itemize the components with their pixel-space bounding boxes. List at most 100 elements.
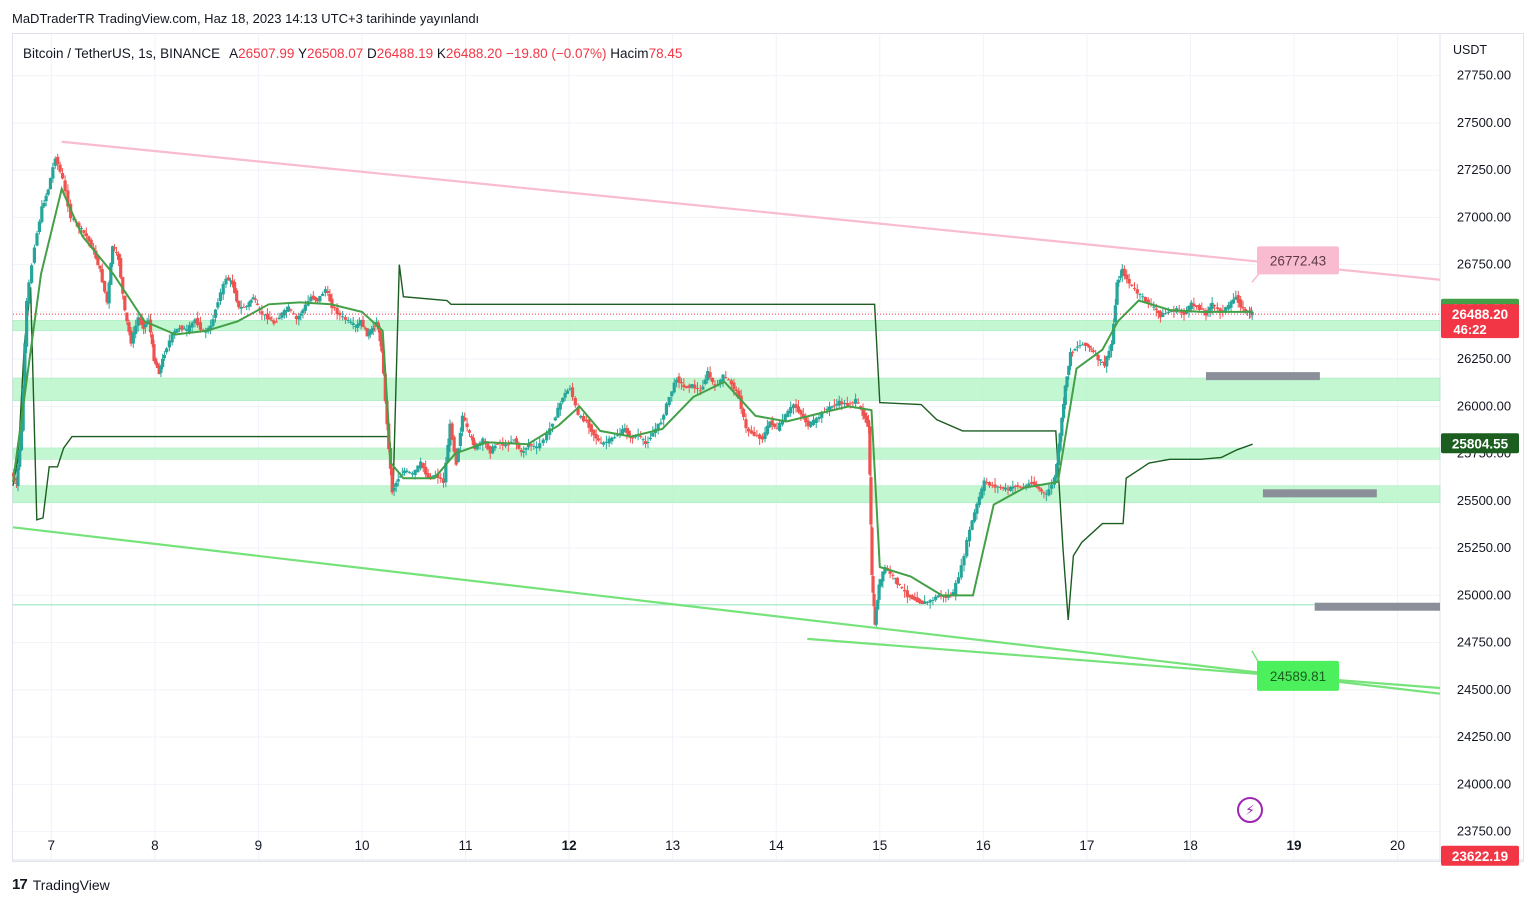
candle-body	[734, 389, 738, 392]
candle-body	[1039, 489, 1044, 492]
candle-body	[998, 487, 1003, 489]
candle-body	[1226, 304, 1231, 310]
candle-body	[514, 438, 519, 444]
y-tick-label: 27500.00	[1457, 115, 1511, 130]
candle-body	[182, 328, 186, 330]
candle-body	[965, 539, 969, 557]
candle-body	[381, 350, 386, 374]
moving-average-line	[12, 185, 1253, 597]
candle-body	[277, 317, 281, 320]
symbol-label[interactable]: Bitcoin / TetherUS, 1s, BINANCE	[23, 46, 221, 61]
candle-body	[245, 306, 249, 308]
candle-body	[589, 424, 593, 432]
candle-body	[814, 418, 818, 423]
axis-label-box	[1441, 845, 1519, 866]
candle-body	[859, 406, 863, 409]
candle-body	[610, 437, 614, 442]
candle-body	[631, 437, 635, 439]
candle-body	[433, 474, 437, 476]
candle-body	[60, 172, 65, 179]
candle-body	[63, 180, 67, 192]
candle-body	[1117, 279, 1121, 283]
candle-body	[773, 423, 777, 427]
candle-body	[835, 403, 839, 406]
volume-value: 78.45	[648, 46, 683, 61]
candle-body	[32, 247, 37, 263]
candle-body	[405, 470, 409, 472]
candle-body	[321, 293, 325, 296]
candle-body	[1067, 365, 1071, 375]
candle-body	[532, 445, 536, 447]
candle-body	[565, 390, 570, 394]
candle-body	[820, 411, 824, 418]
candle-body	[303, 304, 307, 311]
candle-body	[1118, 276, 1123, 278]
candle-body	[695, 388, 700, 390]
candle-body	[1109, 343, 1114, 351]
candle-body	[946, 595, 950, 598]
axis-label-box	[1441, 433, 1519, 454]
axis-label-box	[1441, 304, 1519, 339]
candle-body	[1086, 343, 1090, 347]
candle-body	[392, 487, 396, 491]
ohlc-legend: Bitcoin / TetherUS, 1s, BINANCE A26507.9…	[23, 46, 682, 61]
candle-body	[713, 384, 717, 386]
candle-body	[1113, 305, 1117, 323]
low-value: 26488.19	[376, 46, 434, 61]
x-tick-label: 19	[1286, 838, 1301, 853]
candle-body	[112, 247, 117, 249]
candle-body	[931, 599, 935, 601]
candle-body	[1087, 345, 1092, 348]
candle-body	[297, 316, 301, 320]
candle-body	[980, 488, 984, 499]
currency-label[interactable]: USDT	[1453, 43, 1488, 57]
candle-body	[211, 319, 215, 326]
projection-marker	[1205, 372, 1320, 381]
candle-body	[503, 444, 508, 447]
candle-body	[136, 317, 140, 326]
candle-body	[863, 412, 867, 419]
candle-body	[825, 408, 829, 411]
candle-body	[40, 206, 44, 223]
chart-frame[interactable]	[12, 33, 1524, 862]
candle-body	[975, 503, 979, 514]
x-tick-label: 11	[459, 838, 473, 853]
candle-body	[1236, 295, 1240, 303]
candle-body	[732, 382, 736, 390]
close-label: K	[436, 46, 446, 61]
candle-body	[165, 348, 169, 353]
price-callout: 26772.43	[1251, 246, 1339, 283]
y-tick-label: 26000.00	[1457, 398, 1511, 413]
candle-body	[356, 324, 360, 328]
candle-body	[439, 477, 443, 479]
candle-body	[353, 326, 358, 328]
candle-body	[627, 430, 631, 437]
candle-body	[936, 595, 941, 598]
candle-body	[323, 289, 327, 293]
lightning-icon[interactable]: ⚡	[1237, 797, 1263, 823]
candle-body	[556, 407, 560, 418]
candle-body	[351, 323, 355, 326]
candle-body	[187, 325, 191, 333]
candle-body	[30, 265, 34, 283]
candle-body	[888, 569, 892, 574]
footer-brand[interactable]: 17 TradingView	[12, 876, 110, 893]
candle-body	[175, 328, 179, 333]
candle-body	[410, 473, 414, 475]
candle-body	[934, 596, 938, 600]
candle-body	[1073, 348, 1077, 351]
candle-body	[856, 402, 860, 404]
candle-body	[268, 317, 272, 320]
candle-body	[150, 334, 154, 345]
candle-body	[1229, 301, 1233, 308]
candle-body	[1141, 296, 1145, 298]
candle-body	[670, 391, 674, 397]
candle-body	[1065, 376, 1069, 388]
candle-body	[868, 426, 872, 475]
candle-body	[56, 156, 60, 165]
candle-body	[996, 486, 1000, 488]
candle-body	[710, 377, 715, 382]
candle-body	[690, 384, 694, 388]
candle-body	[786, 410, 790, 417]
